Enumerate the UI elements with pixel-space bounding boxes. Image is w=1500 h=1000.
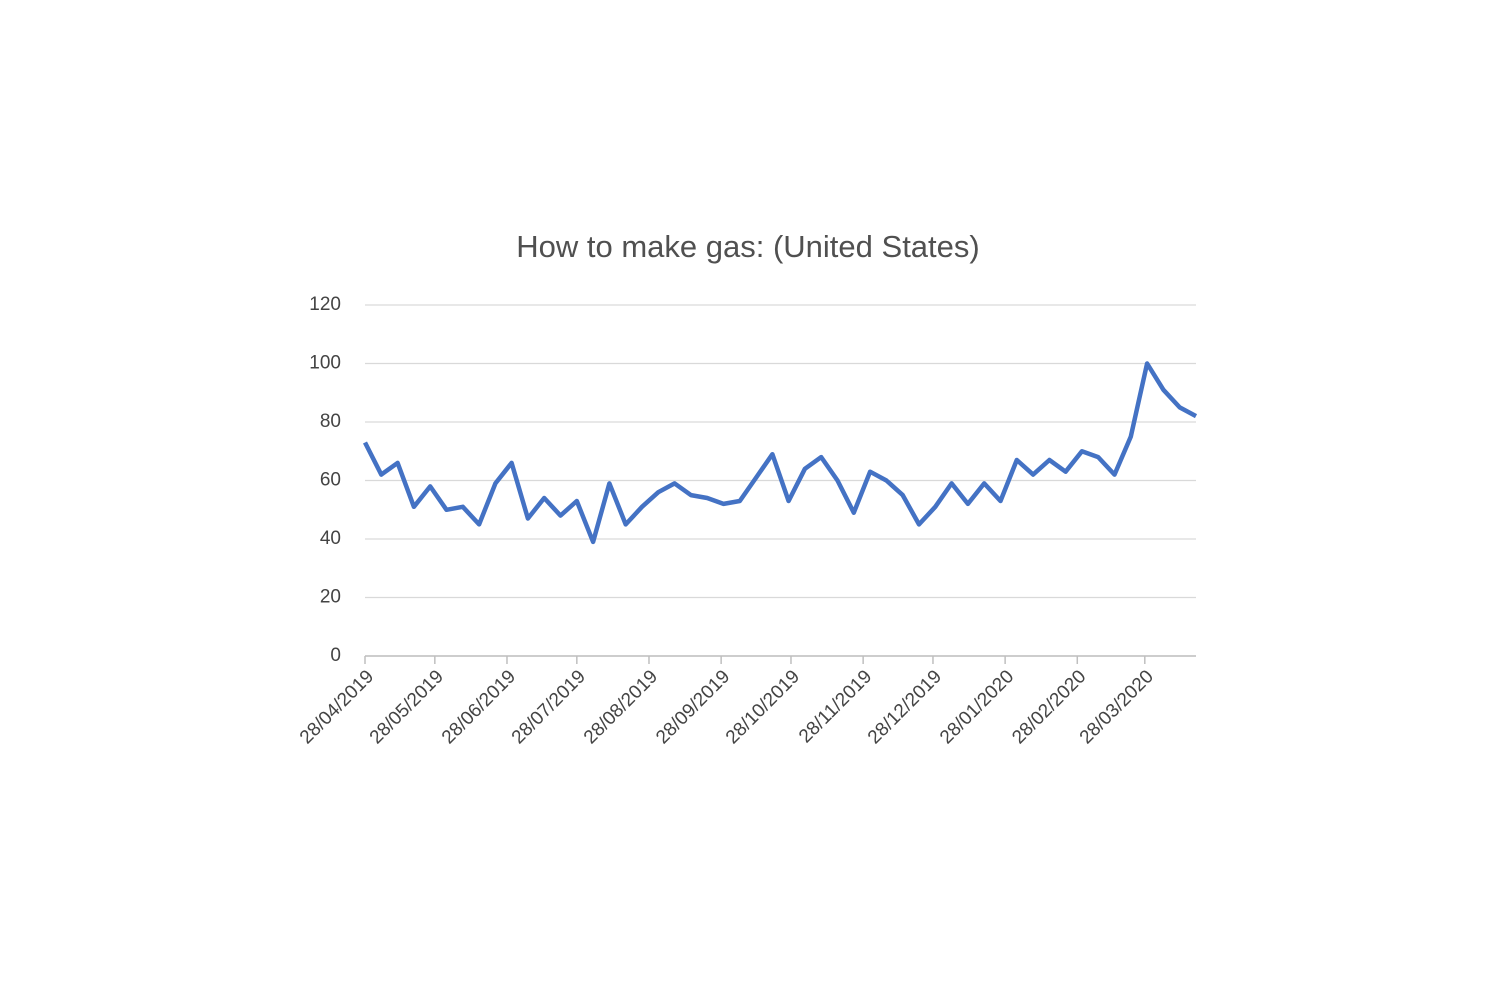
data-line (362, 361, 1198, 545)
x-tick-label: 28/06/2019 (438, 666, 520, 748)
y-tick-label: 80 (320, 411, 341, 432)
y-tick-label: 100 (309, 353, 341, 374)
y-tick-label: 60 (320, 470, 341, 491)
x-tick-label: 28/01/2020 (936, 666, 1018, 748)
chart-title: How to make gas: (United States) (516, 229, 979, 264)
x-tick-label: 28/12/2019 (864, 666, 946, 748)
x-tick-label: 28/04/2019 (296, 666, 378, 748)
x-tick-label: 28/08/2019 (580, 666, 662, 748)
y-tick-label: 120 (309, 294, 341, 315)
x-tick-label: 28/11/2019 (795, 666, 876, 747)
x-tick-label: 28/05/2019 (366, 666, 448, 748)
x-tick-label: 28/10/2019 (722, 666, 804, 748)
y-tick-label: 40 (320, 528, 341, 549)
x-tick-label: 28/07/2019 (508, 666, 590, 748)
y-tick-label: 20 (320, 587, 341, 608)
x-tick-label: 28/09/2019 (652, 666, 734, 748)
x-tick-label: 28/03/2020 (1076, 666, 1158, 748)
y-tick-label: 0 (330, 645, 341, 666)
